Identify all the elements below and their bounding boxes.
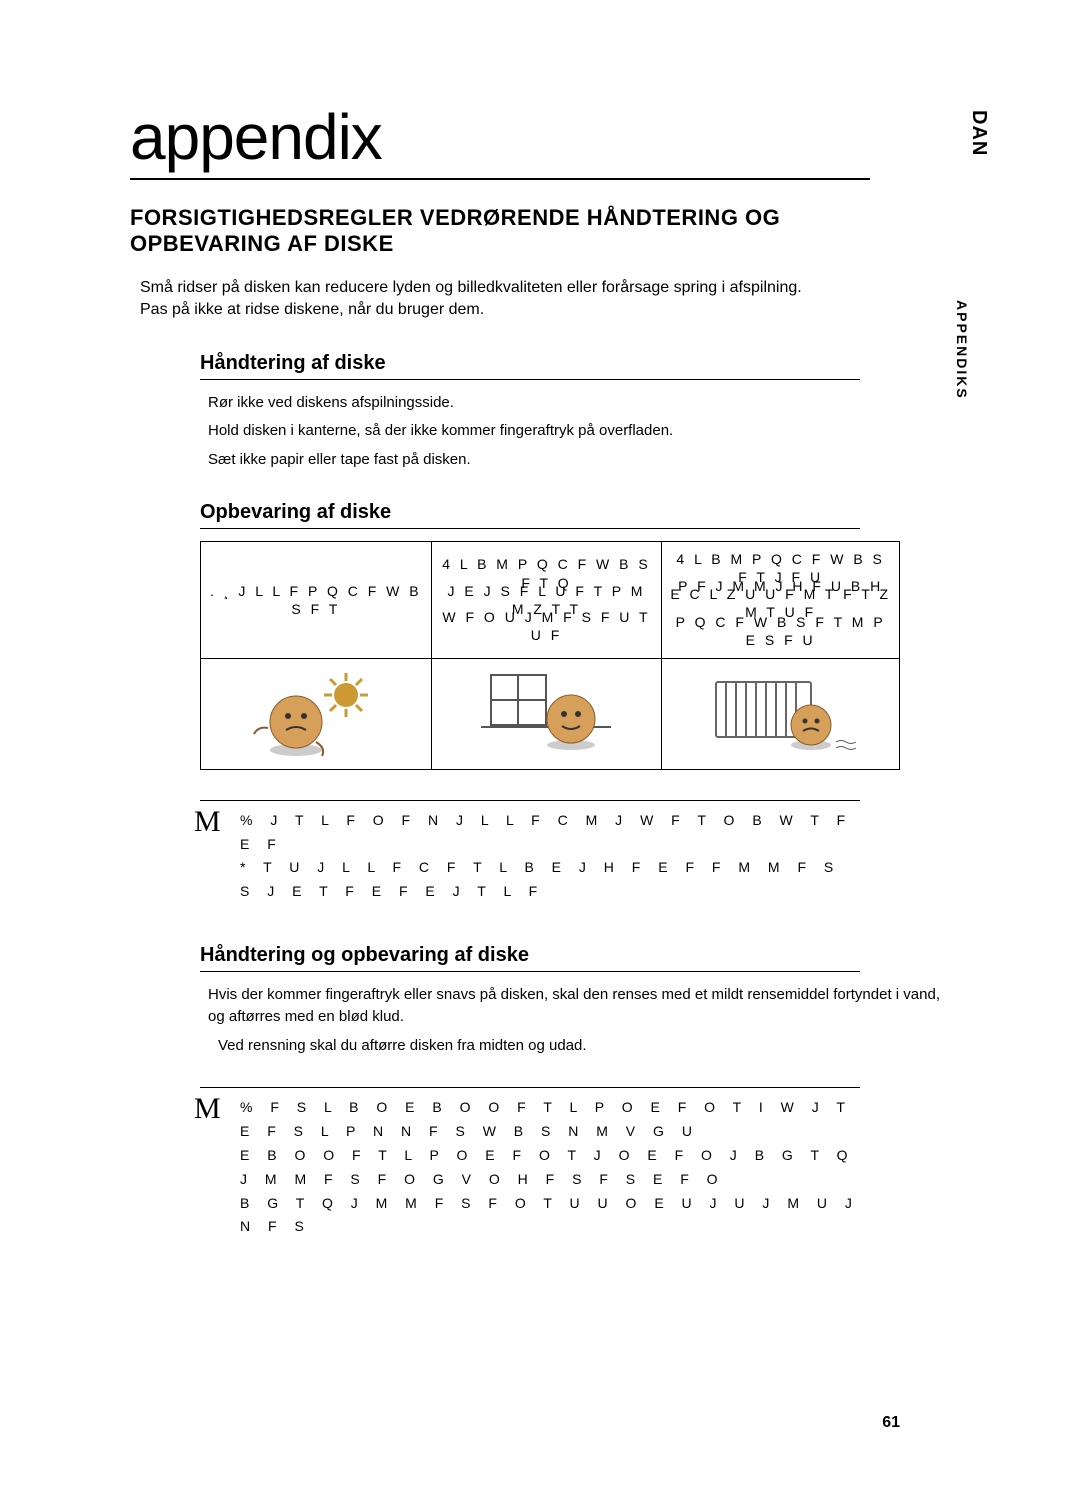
subsection-handle-store-title: Håndtering og opbevaring af diske — [200, 944, 860, 972]
handle-store-line1: Hvis der kommer fingeraftryk eller snavs… — [200, 984, 950, 1029]
handling-line-2: Hold disken i kanterne, så der ikke komm… — [200, 420, 950, 443]
storage-col2-header: 4 L B M P Q C F W B S F T Q J E J S F L … — [431, 542, 662, 658]
handling-line-1: Rør ikke ved diskens afspilningsside. — [200, 392, 950, 415]
storage-col1-header: . ¸ J L L F P Q C F W B S F T — [201, 542, 432, 658]
note1-line2: * T U J L L F C F T L B E J H F E F F M … — [200, 856, 860, 904]
page-number: 61 — [882, 1414, 900, 1432]
storage-col3-header: 4 L B M P Q C F W B S F T J F U P F J M … — [662, 542, 900, 658]
disc-window-icon — [471, 667, 621, 757]
intro-line-1: Små ridser på disken kan reducere lyden … — [140, 277, 950, 299]
main-heading: FORSIGTIGHEDSREGLER VEDRØRENDE HÅNDTERIN… — [130, 205, 850, 257]
handle-store-line2: Ved rensning skal du aftørre disken fra … — [200, 1035, 950, 1058]
storage-table: . ¸ J L L F P Q C F W B S F T 4 L B M P … — [200, 541, 900, 770]
subsection-storage-title: Opbevaring af diske — [200, 501, 860, 529]
note-block-1: M % J T L F O F N J L L F C M J W F T O … — [200, 800, 860, 904]
language-tab: DAN — [967, 110, 990, 156]
note2-line2: E B O O F T L P O E F O T J O E F O J B … — [200, 1144, 860, 1192]
subsection-handling-title: Håndtering af diske — [200, 352, 860, 380]
page-title: appendix — [130, 100, 870, 180]
disc-sun-icon — [241, 667, 391, 757]
section-side-label: APPENDIKS — [954, 300, 970, 400]
storage-img-sunlight — [201, 658, 432, 769]
handling-line-3: Sæt ikke papir eller tape fast på disken… — [200, 449, 950, 472]
note1-line1: % J T L F O F N J L L F C M J W F T O B … — [200, 809, 860, 857]
note2-line3: B G T Q J M M F S F O T U U O E U J U J … — [200, 1192, 860, 1240]
note-block-2: M % F S L B O E B O O F T L P O E F O T … — [200, 1087, 860, 1239]
storage-img-heater — [662, 658, 900, 769]
storage-img-window — [431, 658, 662, 769]
note2-line1: % F S L B O E B O O F T L P O E F O T I … — [200, 1096, 860, 1144]
intro-line-2: Pas på ikke at ridse diskene, når du bru… — [140, 299, 950, 321]
disc-heater-icon — [701, 667, 861, 757]
